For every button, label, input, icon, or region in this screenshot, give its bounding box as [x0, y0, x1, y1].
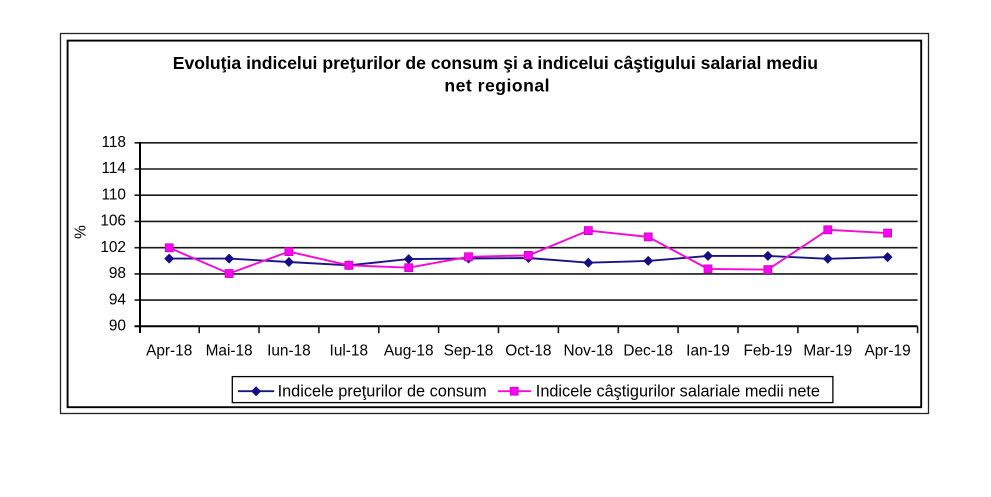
svg-text:Iul-18: Iul-18: [330, 342, 369, 359]
svg-text:110: 110: [101, 186, 126, 203]
svg-text:Sep-18: Sep-18: [444, 342, 494, 359]
svg-text:Ian-19: Ian-19: [686, 342, 730, 359]
svg-text:Dec-18: Dec-18: [623, 342, 673, 359]
svg-text:Mai-18: Mai-18: [206, 342, 253, 359]
svg-text:98: 98: [109, 265, 126, 282]
svg-text:Feb-19: Feb-19: [744, 342, 793, 359]
svg-text:Aug-18: Aug-18: [384, 342, 434, 359]
svg-text:114: 114: [101, 160, 126, 177]
svg-text:102: 102: [100, 239, 126, 256]
svg-text:Oct-18: Oct-18: [505, 342, 551, 359]
svg-text:%: %: [72, 225, 89, 239]
svg-text:94: 94: [109, 291, 127, 308]
svg-text:Apr-18: Apr-18: [146, 342, 192, 359]
svg-text:Evoluţia indicelui preţurilor: Evoluţia indicelui preţurilor de consum …: [173, 53, 818, 73]
svg-text:118: 118: [101, 134, 126, 151]
svg-text:Indicele câştigurilor salarial: Indicele câştigurilor salariale medii ne…: [536, 383, 820, 401]
svg-text:Apr-19: Apr-19: [864, 342, 910, 359]
svg-text:90: 90: [109, 318, 126, 335]
svg-text:Nov-18: Nov-18: [563, 342, 613, 359]
svg-text:Indicele preţurilor de consum: Indicele preţurilor de consum: [278, 383, 487, 401]
svg-text:net regional: net regional: [444, 75, 550, 95]
svg-text:Iun-18: Iun-18: [267, 342, 311, 359]
svg-text:Mar-19: Mar-19: [803, 342, 852, 359]
svg-text:106: 106: [100, 213, 126, 230]
